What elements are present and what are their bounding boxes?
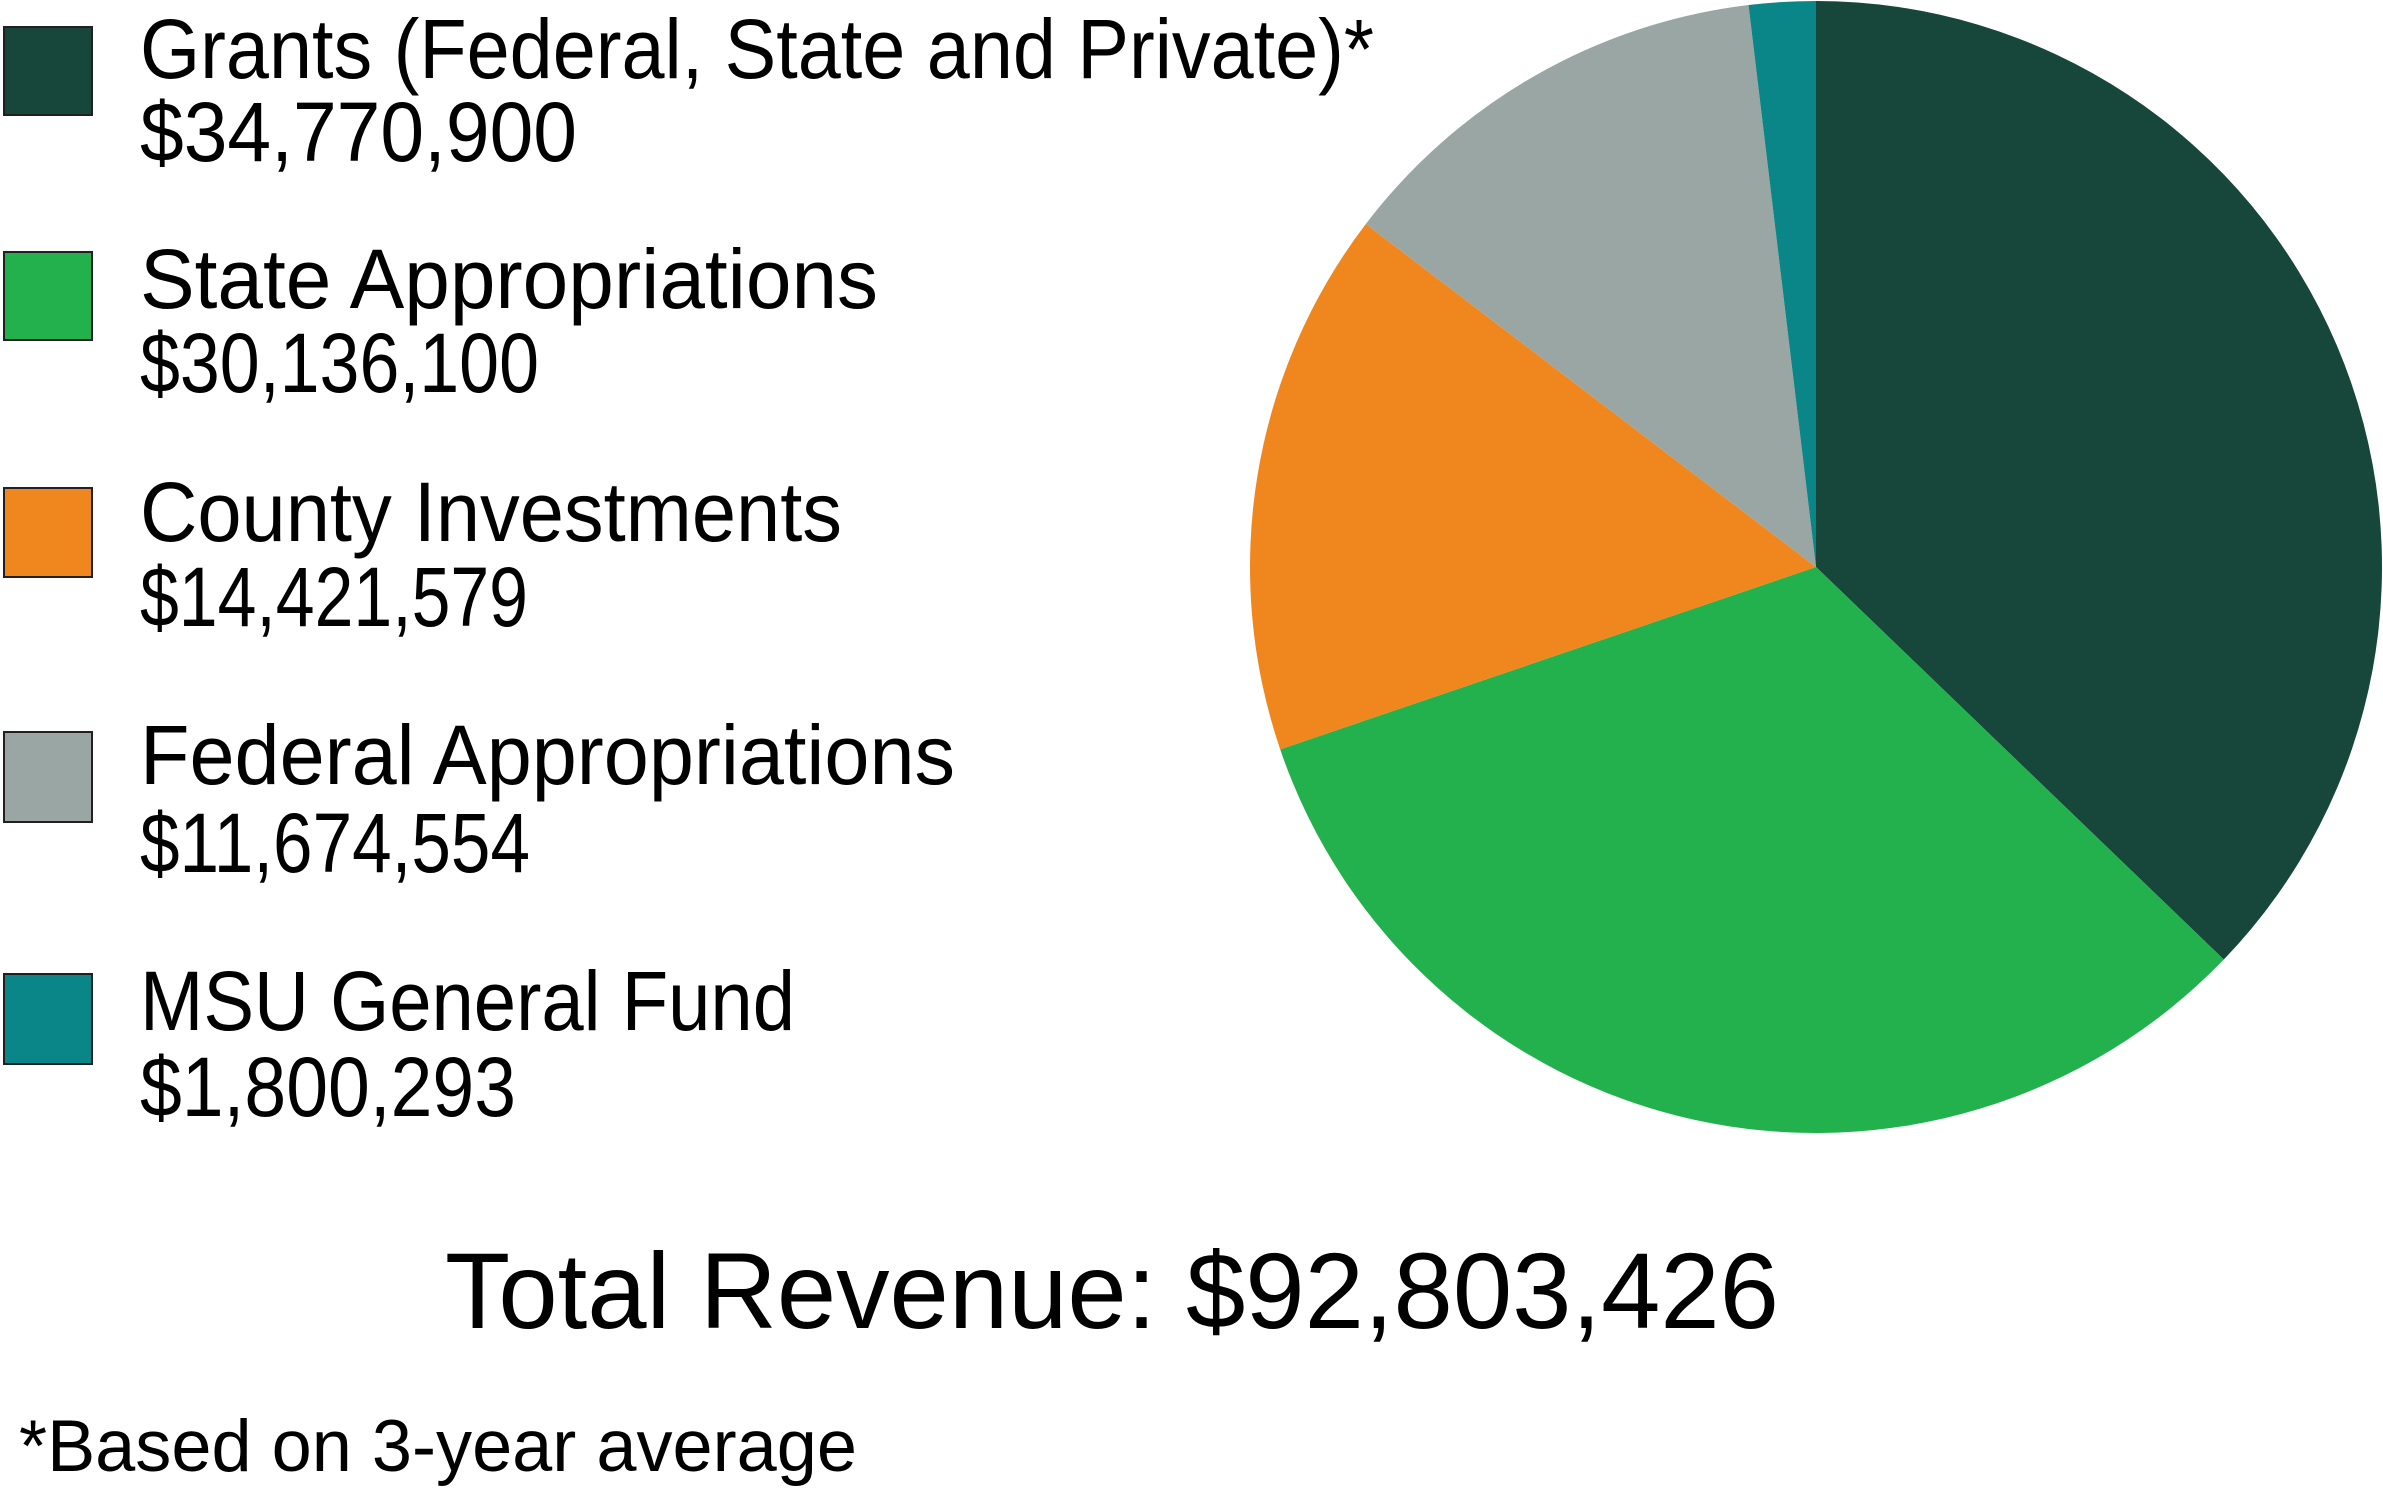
svg-text:Federal Appropriations: Federal Appropriations [140, 708, 955, 802]
svg-text:$1,800,293: $1,800,293 [140, 1040, 516, 1134]
svg-text:MSU General Fund: MSU General Fund [140, 954, 795, 1048]
svg-text:$30,136,100: $30,136,100 [140, 316, 539, 410]
svg-text:Total Revenue: $92,803,426: Total Revenue: $92,803,426 [445, 1230, 1779, 1351]
svg-text:$14,421,579: $14,421,579 [140, 550, 528, 644]
svg-text:$11,674,554: $11,674,554 [140, 796, 530, 890]
svg-text:County Investments: County Investments [140, 465, 842, 559]
svg-text:*Based on 3-year average: *Based on 3-year average [19, 1406, 857, 1487]
svg-text:Grants (Federal, State and Pri: Grants (Federal, State and Private)* [140, 2, 1374, 96]
svg-text:$34,770,900: $34,770,900 [140, 85, 577, 179]
svg-text:State Appropriations: State Appropriations [140, 232, 878, 326]
